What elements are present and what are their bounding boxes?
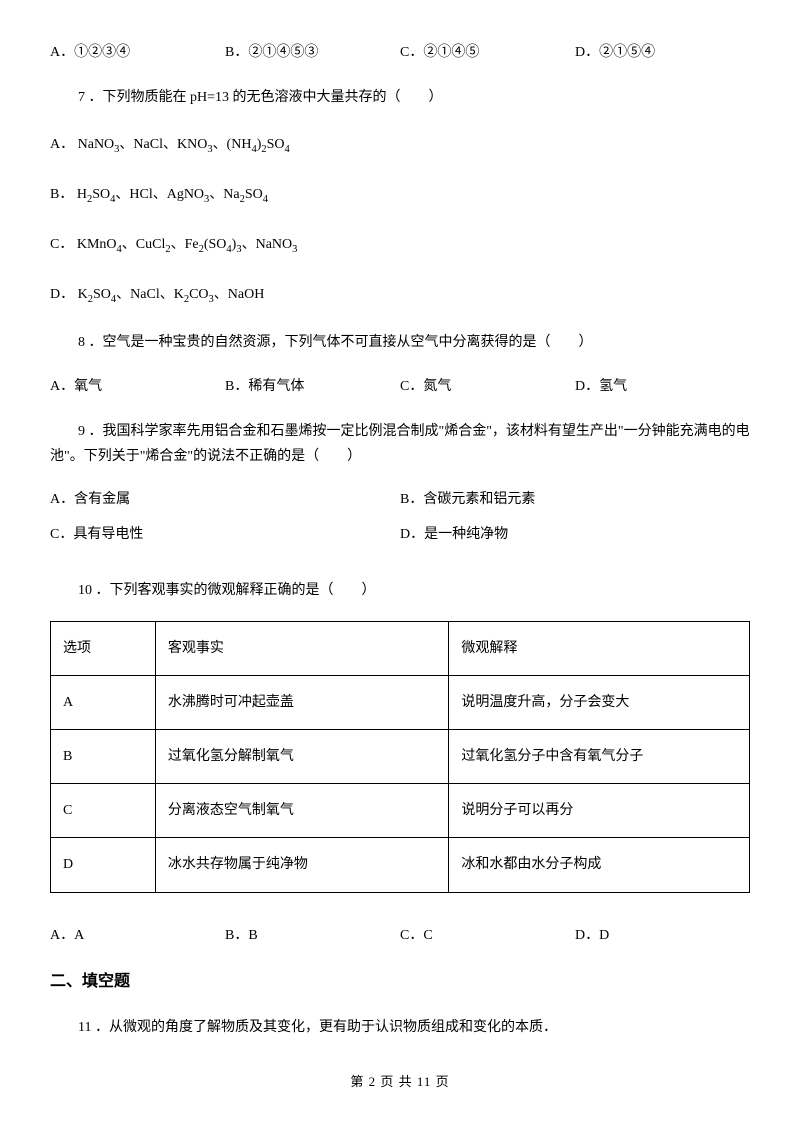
q6-option-c: C．②①④⑤ [400, 40, 575, 65]
cell-opt: C [51, 784, 156, 838]
q10-stem: 10 ．下列客观事实的微观解释正确的是（ ） [50, 578, 750, 603]
cell-fact: 过氧化氢分解制氧气 [155, 730, 449, 784]
q6-option-a: A．①②③④ [50, 40, 225, 65]
header-option: 选项 [51, 621, 156, 675]
q7-d-chem: K2SO4、NaCl、K2CO3、NaOH [78, 287, 265, 302]
q8-stem: 8 ．空气是一种宝贵的自然资源，下列气体不可直接从空气中分离获得的是（ ） [50, 330, 750, 355]
cell-fact: 分离液态空气制氧气 [155, 784, 449, 838]
cell-expl: 冰和水都由水分子构成 [449, 838, 750, 892]
q11-stem: 11 ．从微观的角度了解物质及其变化，更有助于认识物质组成和变化的本质． [50, 1015, 750, 1040]
q7-b-label: B． [50, 178, 73, 212]
cell-opt: B [51, 730, 156, 784]
cell-expl: 说明温度升高，分子会变大 [449, 675, 750, 729]
q10-answer-b: B．B [225, 923, 400, 948]
q7-c-label: C． [50, 228, 73, 262]
q6-option-b: B．②①④⑤③ [225, 40, 400, 65]
q10-answer-options: A．A B．B C．C D．D [50, 923, 750, 948]
q7-option-a: A． NaNO3、NaCl、KNO3、(NH4)2SO4 [50, 128, 750, 162]
q8-option-c: C．氮气 [400, 374, 575, 399]
q10-answer-a: A．A [50, 923, 225, 948]
q6-options: A．①②③④ B．②①④⑤③ C．②①④⑤ D．②①⑤④ [50, 40, 750, 65]
q10-answer-c: C．C [400, 923, 575, 948]
cell-fact: 冰水共存物属于纯净物 [155, 838, 449, 892]
q7-option-d: D． K2SO4、NaCl、K2CO3、NaOH [50, 278, 750, 312]
cell-expl: 过氧化氢分子中含有氧气分子 [449, 730, 750, 784]
table-row: C 分离液态空气制氧气 说明分子可以再分 [51, 784, 750, 838]
q9-option-a: A．含有金属 [50, 487, 400, 512]
section-2-title: 二、填空题 [50, 968, 750, 997]
q9-option-b: B．含碳元素和铝元素 [400, 487, 750, 512]
q7-d-label: D． [50, 278, 74, 312]
q9-option-d: D．是一种纯净物 [400, 522, 750, 547]
page-footer: 第 2 页 共 11 页 [50, 1070, 750, 1093]
q7-c-chem: KMnO4、CuCl2、Fe2(SO4)3、NaNO3 [77, 237, 298, 252]
q7-b-chem: H2SO4、HCl、AgNO3、Na2SO4 [77, 187, 268, 202]
q8-option-a: A．氧气 [50, 374, 225, 399]
header-fact: 客观事实 [155, 621, 449, 675]
table-header-row: 选项 客观事实 微观解释 [51, 621, 750, 675]
q9-stem: 9 ．我国科学家率先用铝合金和石墨烯按一定比例混合制成"烯合金"，该材料有望生产… [50, 419, 750, 469]
q7-a-chem: NaNO3、NaCl、KNO3、(NH4)2SO4 [78, 137, 290, 152]
cell-opt: D [51, 838, 156, 892]
q6-option-d: D．②①⑤④ [575, 40, 750, 65]
table-row: A 水沸腾时可冲起壶盖 说明温度升高，分子会变大 [51, 675, 750, 729]
q7-a-label: A． [50, 128, 74, 162]
q9-options: A．含有金属 B．含碳元素和铝元素 C．具有导电性 D．是一种纯净物 [50, 487, 750, 557]
q9-option-c: C．具有导电性 [50, 522, 400, 547]
table-row: B 过氧化氢分解制氧气 过氧化氢分子中含有氧气分子 [51, 730, 750, 784]
cell-opt: A [51, 675, 156, 729]
q10-table: 选项 客观事实 微观解释 A 水沸腾时可冲起壶盖 说明温度升高，分子会变大 B … [50, 621, 750, 893]
q7-stem: 7 ．下列物质能在 pH=13 的无色溶液中大量共存的（ ） [50, 85, 750, 110]
q8-option-d: D．氢气 [575, 374, 750, 399]
header-explanation: 微观解释 [449, 621, 750, 675]
cell-expl: 说明分子可以再分 [449, 784, 750, 838]
q8-option-b: B．稀有气体 [225, 374, 400, 399]
q7-option-c: C． KMnO4、CuCl2、Fe2(SO4)3、NaNO3 [50, 228, 750, 262]
q8-options: A．氧气 B．稀有气体 C．氮气 D．氢气 [50, 374, 750, 399]
table-row: D 冰水共存物属于纯净物 冰和水都由水分子构成 [51, 838, 750, 892]
q7-option-b: B． H2SO4、HCl、AgNO3、Na2SO4 [50, 178, 750, 212]
cell-fact: 水沸腾时可冲起壶盖 [155, 675, 449, 729]
q10-answer-d: D．D [575, 923, 750, 948]
